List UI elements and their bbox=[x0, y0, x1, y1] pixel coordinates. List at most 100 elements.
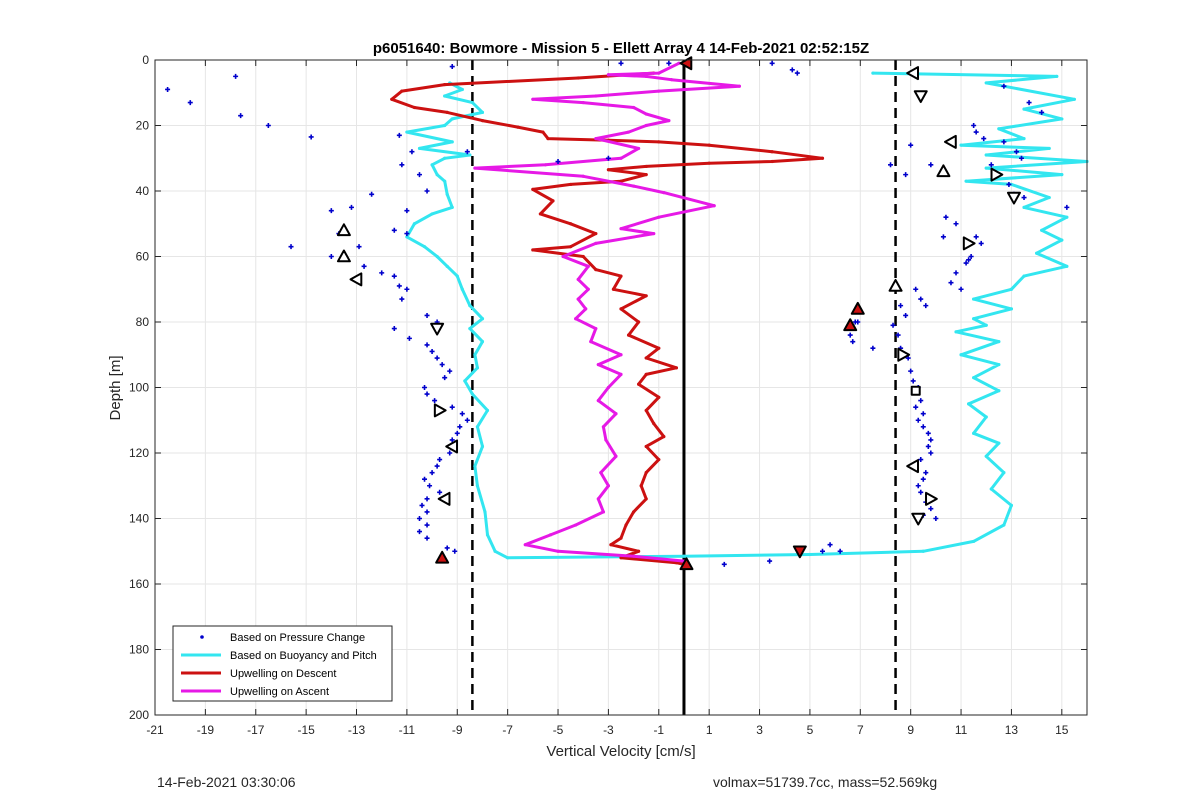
pressure-point bbox=[837, 548, 843, 554]
series-point bbox=[480, 444, 485, 449]
triangle-marker bbox=[990, 167, 1004, 182]
series-point bbox=[606, 484, 611, 488]
series-point bbox=[997, 389, 1001, 393]
series-point bbox=[1060, 173, 1064, 177]
series-point bbox=[707, 143, 711, 147]
pressure-point bbox=[918, 296, 924, 302]
series-point bbox=[435, 254, 439, 259]
series-point bbox=[637, 549, 641, 553]
series-point bbox=[569, 182, 573, 187]
series-point bbox=[972, 376, 976, 380]
triangle-marker bbox=[679, 557, 694, 571]
legend-symbol bbox=[200, 635, 204, 639]
pressure-point bbox=[895, 332, 901, 338]
series-point bbox=[450, 205, 454, 209]
pressure-point bbox=[925, 430, 931, 436]
series-point bbox=[430, 212, 434, 216]
series-point bbox=[1009, 503, 1014, 507]
y-tick-label: 160 bbox=[129, 577, 149, 591]
y-tick-label: 20 bbox=[136, 119, 150, 133]
series-point bbox=[637, 382, 641, 386]
series-point bbox=[631, 510, 636, 514]
series-point bbox=[475, 425, 480, 429]
pressure-point bbox=[447, 368, 453, 374]
series-point bbox=[964, 179, 968, 183]
series-point bbox=[450, 117, 454, 121]
series-point bbox=[450, 140, 454, 144]
pressure-point bbox=[356, 244, 362, 250]
series-point bbox=[984, 454, 988, 458]
x-tick-label: 3 bbox=[756, 723, 763, 737]
series-point bbox=[624, 523, 628, 527]
series-point bbox=[631, 105, 636, 110]
series-point bbox=[1055, 74, 1059, 78]
series-point bbox=[599, 471, 603, 475]
series-point bbox=[480, 340, 485, 344]
pressure-point bbox=[933, 516, 939, 521]
x-tick-label: -3 bbox=[603, 723, 614, 737]
series-point bbox=[1002, 523, 1006, 527]
series-point bbox=[626, 333, 631, 337]
pressure-point bbox=[908, 142, 914, 148]
series-point bbox=[531, 97, 535, 101]
series-point bbox=[652, 231, 656, 236]
series-point bbox=[667, 118, 671, 123]
triangle-marker bbox=[445, 439, 459, 454]
pressure-point bbox=[424, 342, 430, 348]
series-point bbox=[601, 425, 605, 429]
series-point bbox=[644, 123, 648, 128]
x-tick-label: -9 bbox=[452, 723, 463, 737]
pressure-point bbox=[903, 312, 909, 318]
series-point bbox=[596, 497, 600, 501]
series-point bbox=[531, 187, 535, 191]
triangle-marker bbox=[910, 385, 921, 396]
series-point bbox=[984, 415, 988, 419]
series-point bbox=[531, 248, 535, 252]
series-point bbox=[443, 156, 447, 160]
series-line bbox=[405, 71, 1089, 560]
series-point bbox=[443, 123, 447, 128]
series-point bbox=[644, 497, 648, 501]
print-timestamp: 14-Feb-2021 03:30:06 bbox=[157, 774, 296, 790]
series-point bbox=[619, 307, 623, 311]
pressure-point bbox=[437, 457, 443, 463]
triangle-marker bbox=[843, 318, 858, 332]
series-point bbox=[644, 173, 648, 177]
series-point bbox=[808, 552, 812, 557]
pressure-point bbox=[424, 188, 430, 194]
series-point bbox=[551, 199, 555, 203]
series-point bbox=[657, 140, 661, 144]
series-point bbox=[581, 174, 585, 178]
pressure-point bbox=[1039, 109, 1045, 115]
series-point bbox=[657, 457, 661, 462]
series-point bbox=[473, 464, 477, 468]
pressure-point bbox=[721, 561, 727, 567]
triangle-marker bbox=[888, 278, 903, 292]
series-point bbox=[619, 353, 623, 357]
series-point bbox=[606, 168, 611, 172]
series-point bbox=[594, 137, 598, 141]
series-point bbox=[516, 125, 520, 129]
legend: Based on Pressure Change Based on Buoyanc… bbox=[172, 625, 393, 702]
triangle-marker bbox=[336, 249, 351, 263]
series-point bbox=[954, 330, 958, 334]
y-tick-label: 200 bbox=[129, 708, 149, 722]
pressure-point bbox=[855, 319, 861, 325]
chart-title: p6051640: Bowmore - Mission 5 - Ellett A… bbox=[373, 40, 869, 57]
series-point bbox=[445, 192, 449, 196]
pressure-point bbox=[958, 286, 964, 292]
series-point bbox=[470, 100, 474, 105]
pressure-point bbox=[379, 270, 385, 276]
triangle-marker bbox=[943, 134, 957, 149]
pressure-point bbox=[1026, 100, 1032, 106]
x-tick-label: 7 bbox=[857, 723, 864, 737]
pressure-point bbox=[459, 411, 465, 417]
series-point bbox=[480, 118, 485, 123]
triangle-marker bbox=[913, 90, 928, 104]
pressure-point bbox=[953, 221, 959, 227]
series-point bbox=[569, 245, 573, 249]
series-point bbox=[644, 294, 648, 298]
pressure-point bbox=[391, 273, 397, 279]
pressure-point bbox=[923, 303, 929, 309]
pressure-point bbox=[890, 322, 896, 328]
